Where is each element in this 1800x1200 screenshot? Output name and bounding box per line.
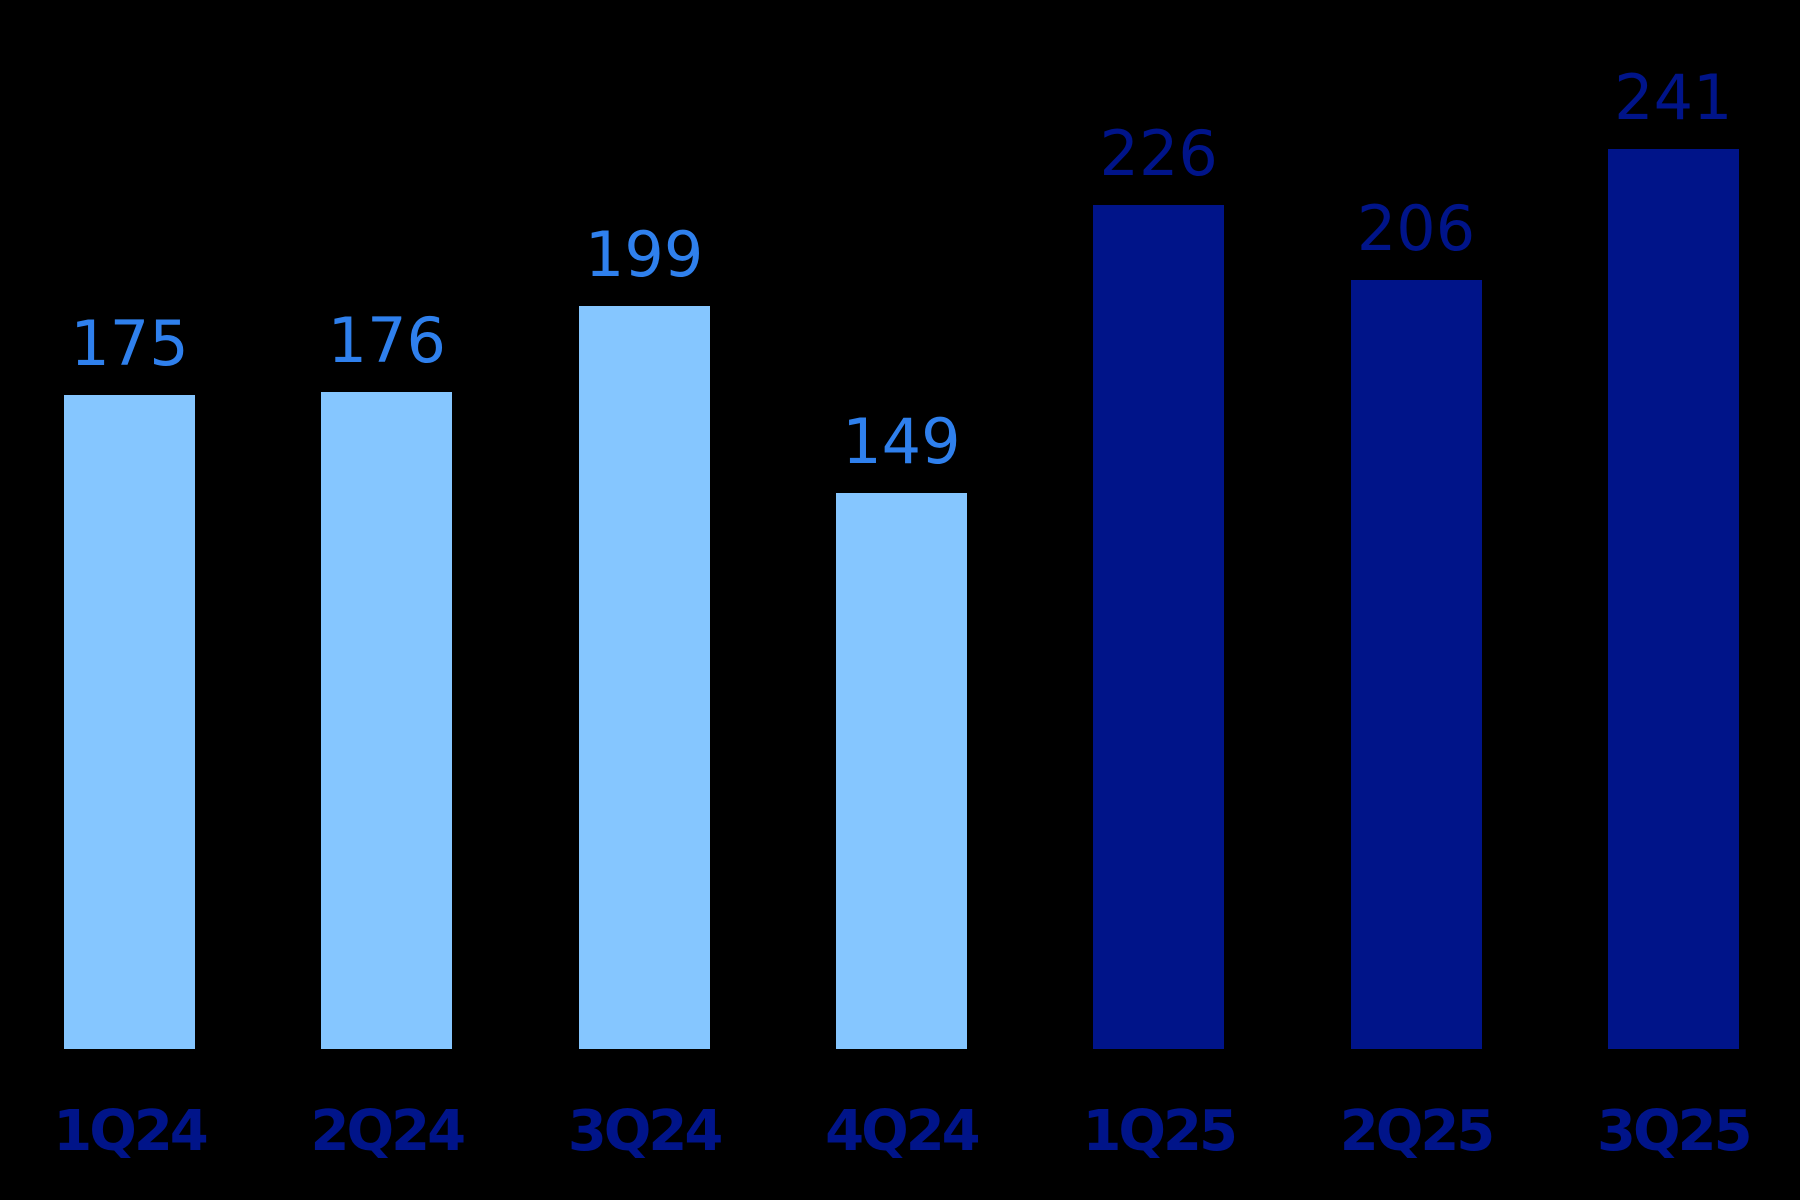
bar-4Q24 [835,492,967,1049]
bar-2Q24 [321,391,453,1049]
bar-3Q24 [578,305,710,1049]
category-label: 1Q24 [53,1099,209,1164]
bar-1Q25 [1093,205,1225,1049]
bar-2Q25 [1350,279,1482,1049]
category-label: 3Q25 [1597,1099,1753,1164]
value-label: 226 [1099,117,1218,191]
bar-1Q24 [64,395,195,1049]
value-label: 175 [70,307,189,381]
value-label: 149 [842,404,961,478]
category-label: 2Q25 [1339,1099,1496,1164]
bar-3Q25 [1607,149,1739,1049]
category-label: 1Q25 [1082,1099,1238,1164]
value-label: 241 [1614,61,1733,134]
category-label: 2Q24 [310,1099,467,1164]
category-label: 4Q24 [825,1099,981,1164]
value-label: 199 [584,217,704,291]
value-label: 206 [1356,191,1476,265]
value-label: 176 [327,303,446,377]
category-label: 3Q24 [567,1099,724,1164]
